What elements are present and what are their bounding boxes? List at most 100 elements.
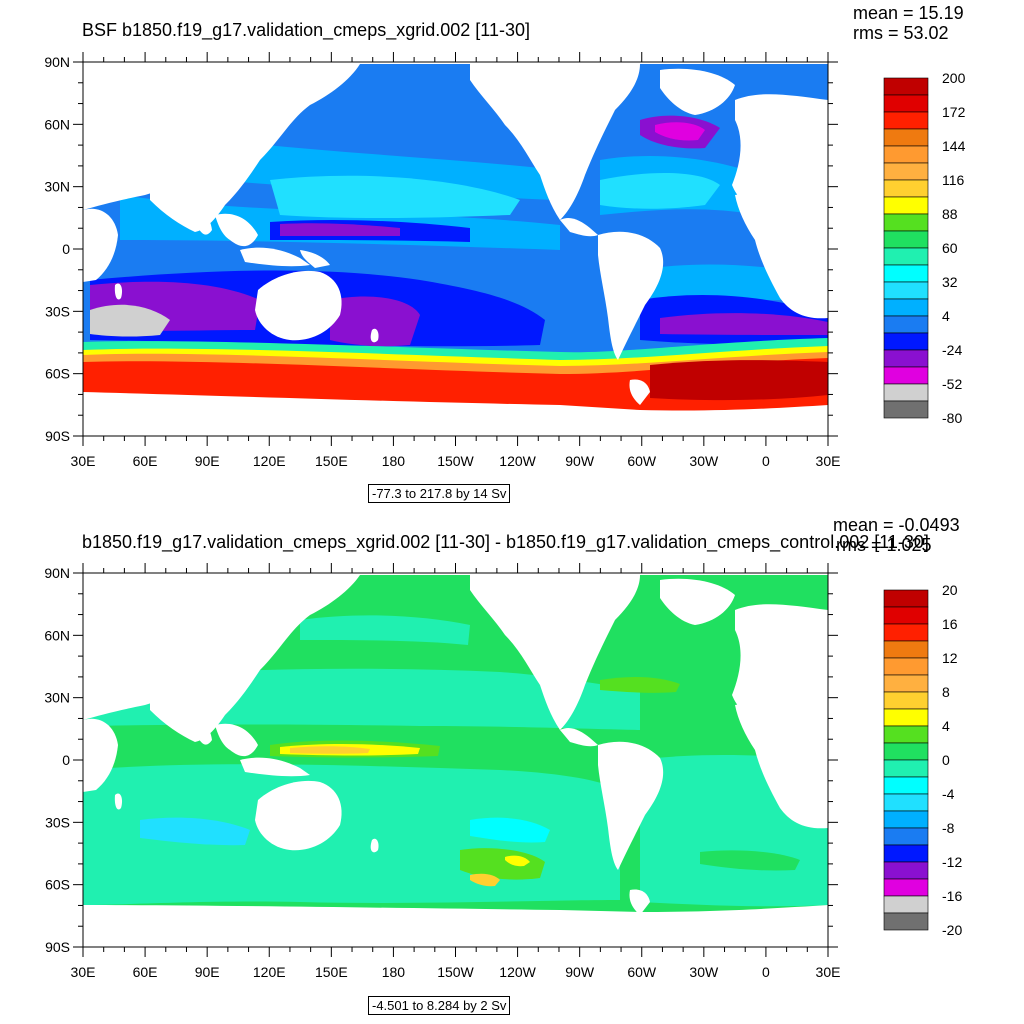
lon-label: 150E xyxy=(315,453,348,469)
colorbar-label: 12 xyxy=(942,650,958,666)
colorbar-swatch xyxy=(883,725,929,744)
colorbar-label: 4 xyxy=(942,718,950,734)
colorbar-swatch xyxy=(883,810,929,829)
colorbar-label: 116 xyxy=(942,172,965,188)
colorbar-swatch xyxy=(883,230,929,249)
lat-label: 60S xyxy=(45,877,70,893)
panel1-lon-labels: 30E 60E 90E 120E 150E 180 150W 120W 90W 60W 30W 0 30… xyxy=(71,453,841,469)
lon-label: 30E xyxy=(71,964,96,980)
colorbar-label: 8 xyxy=(942,684,950,700)
colorbar-swatch xyxy=(883,776,929,795)
lon-label: 0 xyxy=(762,453,770,469)
panel1-title: BSF b1850.f19_g17.validation_cmeps_xgrid… xyxy=(82,20,530,40)
colorbar-label: 60 xyxy=(942,240,958,256)
panel1-rms: rms = 53.02 xyxy=(853,23,949,43)
lon-label: 150W xyxy=(437,453,474,469)
lon-label: 0 xyxy=(762,964,770,980)
lat-label: 0 xyxy=(62,241,70,257)
lon-label: 60E xyxy=(133,964,158,980)
lat-label: 60N xyxy=(44,116,70,132)
colorbar-swatch xyxy=(883,606,929,625)
lat-label: 90S xyxy=(45,939,70,955)
colorbar-swatch xyxy=(883,844,929,863)
colorbar-swatch xyxy=(883,640,929,659)
colorbar-swatch xyxy=(883,162,929,181)
colorbar-swatch xyxy=(883,674,929,693)
lat-label: 30N xyxy=(44,179,70,195)
panel1-range-label: -77.3 to 217.8 by 14 Sv xyxy=(368,484,511,503)
colorbar-swatch xyxy=(883,332,929,351)
colorbar-swatch xyxy=(883,912,929,931)
lat-label: 30S xyxy=(45,303,70,319)
lat-label: 30N xyxy=(44,690,70,706)
lon-label: 120W xyxy=(499,964,536,980)
lon-label: 30E xyxy=(816,453,841,469)
panel2-mean: mean = -0.0493 xyxy=(833,515,960,535)
colorbar-swatch xyxy=(883,213,929,232)
colorbar-swatch xyxy=(883,111,929,130)
lat-label: 60S xyxy=(45,366,70,382)
colorbar-swatch xyxy=(883,708,929,727)
colorbar-label: -52 xyxy=(942,376,962,392)
colorbar-swatch xyxy=(883,878,929,897)
lon-label: 30W xyxy=(689,453,719,469)
panel2-lat-labels: 90N 60N 30N 0 30S 60S 90S xyxy=(44,565,70,955)
colorbar-label: -8 xyxy=(942,820,955,836)
lat-label: 90N xyxy=(44,565,70,581)
colorbar-swatch xyxy=(883,349,929,368)
colorbar-swatch xyxy=(883,145,929,164)
colorbar-swatch xyxy=(883,895,929,914)
panel1-lat-labels: 90N 60N 30N 0 30S 60S 90S xyxy=(44,54,70,444)
colorbar-swatch xyxy=(883,366,929,385)
lon-label: 30E xyxy=(816,964,841,980)
panel2-title: b1850.f19_g17.validation_cmeps_xgrid.002… xyxy=(82,532,929,552)
lon-label: 90W xyxy=(565,964,595,980)
colorbar-label: 4 xyxy=(942,308,950,324)
colorbar-label: -12 xyxy=(942,854,962,870)
colorbar-swatch xyxy=(883,94,929,113)
colorbar-swatch xyxy=(883,657,929,676)
panel1-mean: mean = 15.19 xyxy=(853,3,964,23)
colorbar-label: -24 xyxy=(942,342,962,358)
colorbar-swatch xyxy=(883,691,929,710)
colorbar-swatch xyxy=(883,77,929,96)
lon-label: 180 xyxy=(382,964,406,980)
lat-label: 90S xyxy=(45,428,70,444)
lon-label: 180 xyxy=(382,453,406,469)
lon-label: 120E xyxy=(253,964,286,980)
colorbar-swatch xyxy=(883,742,929,761)
colorbar-swatch xyxy=(883,247,929,266)
lon-label: 60E xyxy=(133,453,158,469)
lat-label: 60N xyxy=(44,627,70,643)
colorbar-label: 144 xyxy=(942,138,966,154)
colorbar-label: 16 xyxy=(942,616,958,632)
colorbar-swatch xyxy=(883,793,929,812)
colorbar-swatch xyxy=(883,589,929,608)
colorbar-swatch xyxy=(883,196,929,215)
panel1-map xyxy=(83,62,828,436)
lon-label: 120W xyxy=(499,453,536,469)
lat-label: 90N xyxy=(44,54,70,70)
colorbar-label: -80 xyxy=(942,410,962,426)
colorbar-swatch xyxy=(883,179,929,198)
lon-label: 90W xyxy=(565,453,595,469)
colorbar-swatch xyxy=(883,128,929,147)
panel2-colorbar: 20 16 12 8 4 0 -4 -8 -12 -16 -20 xyxy=(883,582,962,938)
lon-label: 150E xyxy=(315,964,348,980)
colorbar-swatch xyxy=(883,400,929,419)
panel2-rms: rms = 1.025 xyxy=(836,535,932,555)
colorbar-label: 200 xyxy=(942,70,966,86)
lon-label: 90E xyxy=(195,453,220,469)
lon-label: 60W xyxy=(627,964,657,980)
lat-label: 0 xyxy=(62,752,70,768)
colorbar-label: -20 xyxy=(942,922,962,938)
colorbar-swatch xyxy=(883,264,929,283)
panel2-ticks xyxy=(73,563,838,957)
colorbar-swatch xyxy=(883,383,929,402)
colorbar-swatch xyxy=(883,827,929,846)
colorbar-swatch xyxy=(883,281,929,300)
panel1-ticks xyxy=(73,52,838,446)
lat-label: 30S xyxy=(45,814,70,830)
lon-label: 60W xyxy=(627,453,657,469)
